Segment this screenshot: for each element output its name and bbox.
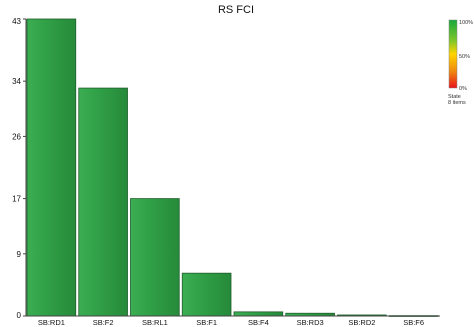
x-tick-label: SB:F6 (403, 318, 424, 327)
legend-state-label: State (448, 94, 461, 100)
bar-sb-rl1[interactable] (130, 198, 180, 317)
bar-sb-f1[interactable] (181, 272, 232, 317)
y-tick-label: 26 (12, 132, 21, 141)
legend-label-0: 0% (459, 86, 467, 92)
y-tick-label: 43 (12, 17, 21, 26)
x-tick-label: SB:RD2 (348, 318, 375, 327)
chart-title: RS FCI (218, 4, 254, 16)
x-tick-label: SB:RD3 (297, 318, 324, 327)
legend-items-label: 8 items (448, 100, 466, 106)
bar-sb-f2[interactable] (78, 87, 128, 317)
x-tick-label: SB:F4 (248, 318, 269, 327)
legend-gradient-bar (448, 19, 458, 89)
x-tick-label: SB:F1 (196, 318, 217, 327)
y-axis-ticks: 0 9 17 26 34 43 (12, 17, 26, 320)
y-tick-label: 34 (12, 77, 21, 86)
y-tick-label: 17 (12, 195, 21, 204)
legend-label-50: 50% (459, 54, 470, 60)
x-axis-labels: SB:RD1 SB:F2 SB:RL1 SB:F1 SB:F4 SB:RD3 SB:RD2 S… (38, 318, 424, 327)
y-tick-label: 0 (17, 311, 22, 320)
x-tick-label: SB:RL1 (142, 318, 168, 327)
x-tick-label: SB:F2 (93, 318, 114, 327)
bar-sb-rd1[interactable] (26, 18, 77, 317)
bar-sb-f4[interactable] (233, 311, 284, 317)
color-legend: 100% 50% 0% State 8 items (448, 19, 473, 106)
y-tick-label: 9 (17, 250, 22, 259)
bars (26, 18, 439, 317)
legend-label-100: 100% (459, 20, 473, 26)
x-tick-label: SB:RD1 (38, 318, 65, 327)
